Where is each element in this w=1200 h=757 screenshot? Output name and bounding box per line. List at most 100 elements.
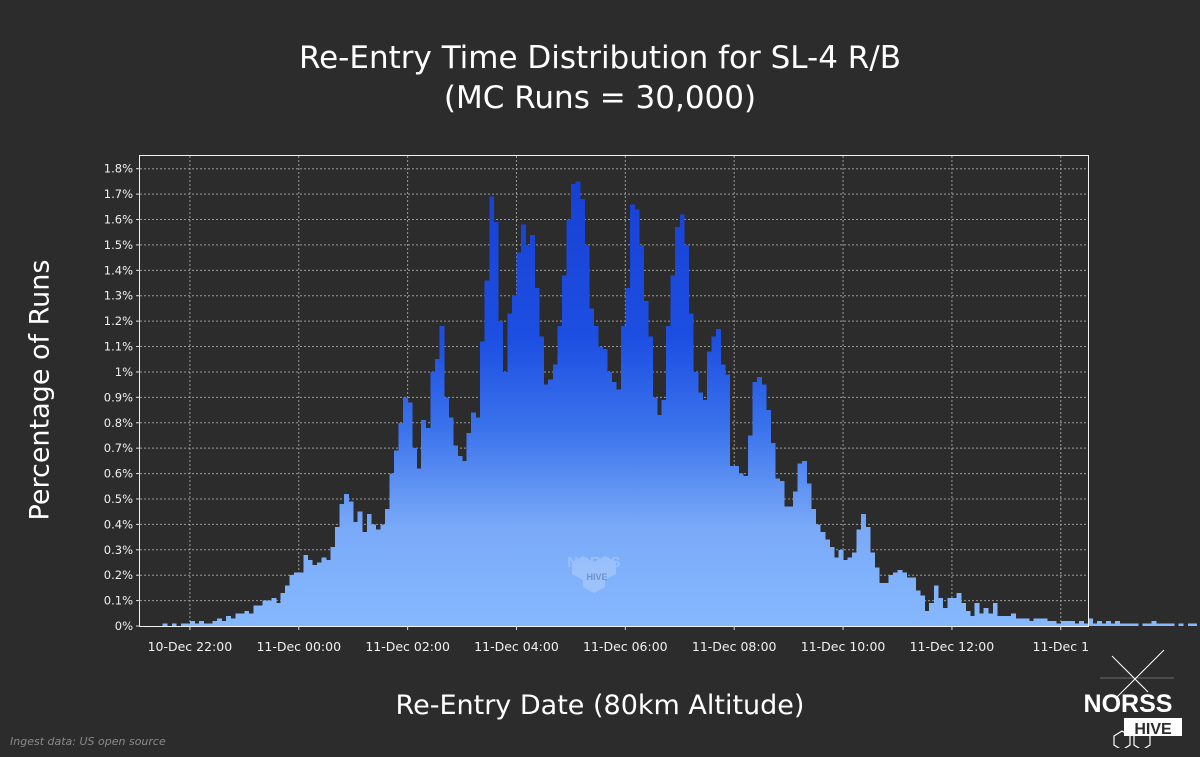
histogram-bar [716,328,721,626]
histogram-bar [1192,623,1198,626]
histogram-bar [171,623,177,626]
y-tick-label: 0.7% [104,441,133,455]
histogram-bar [806,483,812,626]
histogram-bar [938,598,944,626]
histogram-bar [747,435,753,626]
histogram-bar [267,600,272,626]
histogram-bar [1078,620,1084,626]
histogram-bar [933,585,939,626]
histogram-bar [312,565,318,626]
histogram-bar [235,613,241,626]
histogram-bar [911,577,916,626]
histogram-bar [239,613,245,626]
histogram-bar [189,620,195,626]
histogram-bar [412,448,418,626]
histogram-bar [203,623,209,626]
histogram-bar [434,359,440,626]
histogram-bar [1124,623,1130,626]
histogram-bar [185,623,191,626]
histogram-bar [770,443,776,626]
histogram-bar [1033,618,1039,626]
histogram-bar [325,559,331,626]
histogram-bar [997,615,1003,626]
histogram-bar [1069,620,1075,626]
histogram-bar [439,326,445,626]
x-axis-label: Re-Entry Date (80km Altitude) [395,690,805,721]
histogram-bar [566,219,572,626]
y-tick-label: 1.1% [104,340,133,354]
histogram-bar [847,557,853,626]
histogram-bar [634,209,640,626]
chart-watermark: NORSS HIVE [567,554,621,593]
histogram-bar [507,313,513,626]
histogram-bar [607,371,613,626]
histogram-bar [1019,618,1025,626]
histogram-bar [394,450,399,626]
histogram-bar [915,590,921,626]
histogram-bar [1165,623,1170,626]
source-footnote: Ingest data: US open source [10,735,166,748]
y-axis-label: Percentage of Runs [24,259,56,521]
histogram-bar [824,539,830,626]
x-tick-label: 11-Dec 02:00 [365,639,450,654]
histogram-bar [670,275,676,626]
y-tick-label: 0.5% [104,492,133,506]
histogram-bar [1010,613,1016,626]
y-tick-label: 0.6% [104,467,133,481]
histogram-bar [697,392,703,626]
histogram-bar [888,575,894,626]
histogram-bar [321,557,327,626]
histogram-bar [833,557,839,626]
histogram-bar [820,532,826,626]
histogram-bar [743,476,749,626]
histogram-bar [502,371,508,626]
histogram-bar [1169,623,1175,626]
histogram-bar [761,384,767,626]
histogram-bar [493,222,499,627]
histogram-bar [883,582,889,626]
histogram-bar [180,623,186,626]
histogram-bar [575,181,581,626]
histogram-bar [316,562,322,626]
histogram-bar [1146,623,1152,626]
watermark-bottom-text: HIVE [586,572,607,582]
histogram-bar [951,598,957,626]
x-tick-label: 11-Dec 1 [1033,639,1090,654]
histogram-bar [421,420,427,626]
y-tick-label: 0.2% [104,568,133,582]
histogram-bar [221,620,227,626]
histogram-bar [344,493,349,626]
histogram-bar [389,473,395,626]
histogram-bar [498,321,504,626]
histogram-bar [625,288,631,626]
histogram-bar [298,572,304,626]
histogram-bar [375,529,381,626]
histogram-bar [874,567,880,626]
histogram-bar [516,252,522,627]
histogram-bar [443,397,449,626]
histogram-bar [793,491,799,626]
histogram-bar [815,524,821,626]
histogram-bar [285,585,291,626]
histogram-bar [992,603,998,626]
y-tick-label: 1% [115,365,133,379]
histogram-bar [525,244,531,627]
histogram-bar [511,295,517,626]
histogram-bar [870,552,876,626]
histogram-bar [1151,620,1157,626]
histogram-bar [648,336,653,626]
histogram-bar [802,460,808,626]
histogram-bar [475,417,481,626]
histogram-bar [1065,620,1071,626]
histogram-bar [688,313,694,626]
y-tick-label: 0.9% [104,390,133,404]
histogram-bar [530,234,535,626]
histogram-bar [1115,620,1121,626]
histogram-bar [983,608,989,626]
histogram-bar [543,384,549,626]
histogram-bar [620,326,626,626]
histogram-bar [942,608,948,626]
histogram-bar [602,349,608,626]
y-tick-label: 1.5% [104,238,133,252]
